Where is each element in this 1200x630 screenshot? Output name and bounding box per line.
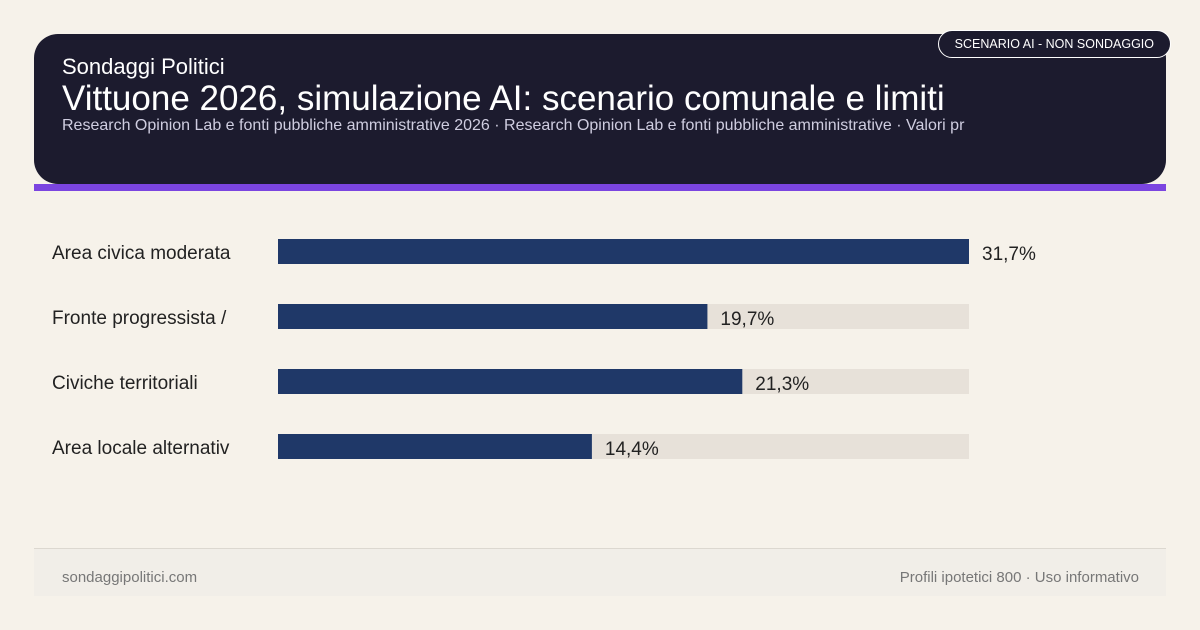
bar-chart: Area civica moderata 31,7% Fronte progress… <box>52 239 1036 460</box>
bar <box>278 304 708 329</box>
header-accent-bar <box>34 184 1166 191</box>
scenario-badge: SCENARIO AI - NON SONDAGGIO <box>937 30 1171 58</box>
footer: sondaggipolitici.com Profili ipotetici 8… <box>34 548 1166 596</box>
category-label: Civiche territoriali <box>52 373 198 394</box>
bar <box>278 239 969 264</box>
value-label: 14,4% <box>605 439 659 460</box>
value-label: 31,7% <box>982 244 1036 265</box>
footer-note: Profili ipotetici 800 · Uso informativo <box>899 569 1139 586</box>
header-panel: Sondaggi Politici Vittuone 2026, simulaz… <box>34 34 1166 184</box>
bar <box>278 434 592 459</box>
source-line: Research Opinion Lab e fonti pubbliche a… <box>62 117 965 134</box>
category-label: Area civica moderata <box>52 243 231 264</box>
page-title: Vittuone 2026, simulazione AI: scenario … <box>62 79 945 118</box>
value-label: 19,7% <box>720 309 774 330</box>
category-label: Area locale alternativ <box>52 438 230 459</box>
value-label: 21,3% <box>755 374 809 395</box>
bar <box>278 369 743 394</box>
footer-site: sondaggipolitici.com <box>62 569 198 586</box>
kicker: Sondaggi Politici <box>62 54 225 79</box>
category-label: Fronte progressista / <box>52 308 227 329</box>
